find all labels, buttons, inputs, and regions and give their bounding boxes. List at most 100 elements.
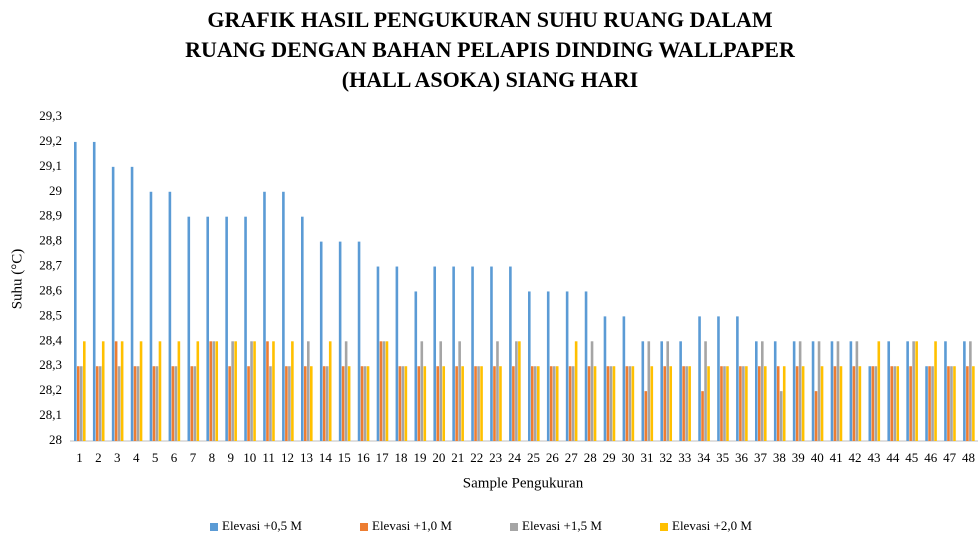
bar xyxy=(663,366,667,441)
bar xyxy=(855,341,859,441)
bar xyxy=(117,366,121,441)
bar xyxy=(212,341,216,441)
x-tick-label: 24 xyxy=(508,450,522,465)
bar xyxy=(953,366,956,441)
legend-swatch xyxy=(510,523,518,531)
bar xyxy=(745,366,748,441)
bar xyxy=(555,366,559,441)
bar xyxy=(493,366,496,441)
bar xyxy=(833,366,837,441)
bar xyxy=(404,366,408,441)
bar xyxy=(319,241,323,441)
bar xyxy=(947,366,950,441)
bar xyxy=(231,341,234,441)
bar xyxy=(782,366,786,441)
x-tick-label: 40 xyxy=(811,450,824,465)
bar xyxy=(896,366,900,441)
bar xyxy=(755,341,758,441)
x-tick-label: 2 xyxy=(95,450,102,465)
chart-title: (HALL ASOKA) SIANG HARI xyxy=(342,67,638,92)
x-tick-label: 39 xyxy=(792,450,805,465)
y-tick-label: 28,5 xyxy=(39,307,62,322)
bar xyxy=(739,366,742,441)
bar xyxy=(499,366,502,441)
y-tick-label: 28 xyxy=(49,432,62,447)
bar xyxy=(253,341,256,441)
bar xyxy=(338,241,342,441)
bar xyxy=(225,216,228,441)
x-tick-label: 26 xyxy=(546,450,560,465)
bar xyxy=(858,366,862,441)
bar xyxy=(247,366,250,441)
bar xyxy=(950,366,953,441)
chart-title: RUANG DENGAN BAHAN PELAPIS DINDING WALLP… xyxy=(185,37,796,62)
bar xyxy=(234,341,237,441)
y-tick-label: 29,1 xyxy=(39,158,62,173)
x-tick-label: 6 xyxy=(171,450,178,465)
legend-label: Elevasi +1,5 M xyxy=(522,518,602,533)
x-tick-label: 32 xyxy=(659,450,672,465)
bar xyxy=(852,366,856,441)
bar xyxy=(647,341,651,441)
bar xyxy=(401,366,405,441)
bar xyxy=(546,291,550,441)
bar xyxy=(458,341,461,441)
legend-label: Elevasi +0,5 M xyxy=(222,518,302,533)
bar xyxy=(209,341,213,441)
bar xyxy=(376,266,380,441)
x-tick-label: 45 xyxy=(905,450,918,465)
x-tick-label: 11 xyxy=(262,450,275,465)
bar xyxy=(571,366,575,441)
bar xyxy=(455,366,458,441)
y-tick-label: 29,2 xyxy=(39,133,62,148)
bar xyxy=(366,366,370,441)
bar xyxy=(531,366,534,441)
bar xyxy=(963,341,966,441)
bar xyxy=(887,341,891,441)
bar xyxy=(798,341,802,441)
bar xyxy=(206,216,210,441)
x-tick-label: 21 xyxy=(451,450,464,465)
bar xyxy=(893,366,897,441)
bar xyxy=(701,391,704,441)
y-tick-label: 28,1 xyxy=(39,407,62,422)
x-tick-label: 28 xyxy=(584,450,597,465)
bar xyxy=(742,366,745,441)
bar xyxy=(534,366,537,441)
bar xyxy=(158,341,162,441)
bar xyxy=(660,341,664,441)
x-tick-label: 34 xyxy=(697,450,711,465)
bar xyxy=(509,266,512,441)
bar xyxy=(83,341,86,441)
bar xyxy=(196,341,200,441)
bar xyxy=(325,366,329,441)
bar xyxy=(471,266,474,441)
x-tick-label: 18 xyxy=(395,450,408,465)
bar xyxy=(490,266,493,441)
bar xyxy=(966,366,969,441)
bar xyxy=(177,341,181,441)
bar xyxy=(269,366,272,441)
bar xyxy=(820,366,824,441)
bar xyxy=(423,366,427,441)
bar xyxy=(347,366,351,441)
bar xyxy=(420,341,424,441)
bar xyxy=(382,341,386,441)
x-tick-label: 48 xyxy=(962,450,975,465)
bar xyxy=(452,266,455,441)
bar xyxy=(304,366,307,441)
bar xyxy=(758,366,761,441)
y-tick-label: 28,6 xyxy=(39,282,62,297)
bar xyxy=(512,366,515,441)
bar xyxy=(171,366,175,441)
x-tick-label: 3 xyxy=(114,450,121,465)
bar xyxy=(266,341,269,441)
bar xyxy=(496,341,499,441)
bar xyxy=(969,341,972,441)
y-tick-label: 28,2 xyxy=(39,382,62,397)
x-tick-label: 9 xyxy=(228,450,235,465)
x-tick-label: 31 xyxy=(640,450,653,465)
bar xyxy=(552,366,556,441)
x-tick-label: 1 xyxy=(76,450,83,465)
y-tick-label: 28,8 xyxy=(39,233,62,248)
